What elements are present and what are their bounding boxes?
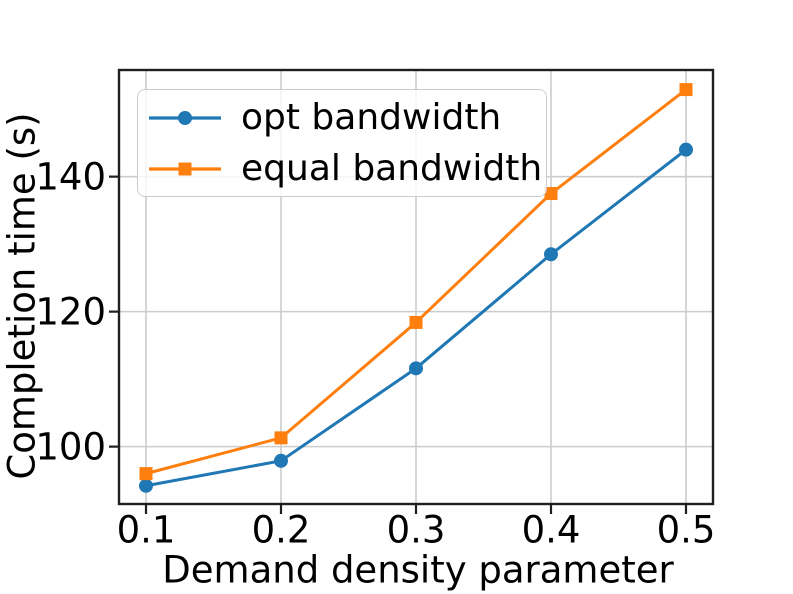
legend-label: equal bandwidth bbox=[241, 147, 543, 189]
data-point-circle bbox=[139, 478, 153, 493]
data-point-square bbox=[409, 315, 423, 329]
y-tick-label: 100 bbox=[35, 425, 106, 469]
data-point-circle bbox=[679, 142, 693, 157]
data-point-square bbox=[544, 187, 558, 201]
x-tick-label: 0.1 bbox=[116, 508, 176, 552]
legend-label: opt bandwidth bbox=[241, 96, 502, 138]
data-point-square bbox=[139, 467, 153, 481]
legend-line-square-marker-icon bbox=[149, 162, 221, 175]
x-tick-label: 0.2 bbox=[251, 508, 311, 552]
data-point-square bbox=[679, 83, 693, 97]
x-tick-label: 0.5 bbox=[656, 508, 716, 552]
x-tick-label: 0.4 bbox=[521, 508, 581, 552]
data-point-circle bbox=[274, 453, 288, 468]
legend-line-circle-marker-icon bbox=[149, 110, 221, 125]
legend-item-equal-bandwidth: equal bandwidth bbox=[138, 143, 546, 194]
y-tick-label: 140 bbox=[35, 155, 106, 199]
legend: opt bandwidth equal bandwidth bbox=[137, 89, 547, 197]
legend-item-opt-bandwidth: opt bandwidth bbox=[138, 92, 546, 143]
data-point-circle bbox=[409, 361, 423, 376]
x-tick-label: 0.3 bbox=[386, 508, 446, 552]
legend-sample-marker bbox=[178, 110, 192, 125]
legend-sample-marker bbox=[178, 162, 192, 175]
y-tick-label: 120 bbox=[35, 290, 106, 334]
x-axis-label: Demand density parameter bbox=[162, 548, 674, 592]
data-point-circle bbox=[544, 247, 558, 262]
data-point-square bbox=[274, 431, 288, 445]
